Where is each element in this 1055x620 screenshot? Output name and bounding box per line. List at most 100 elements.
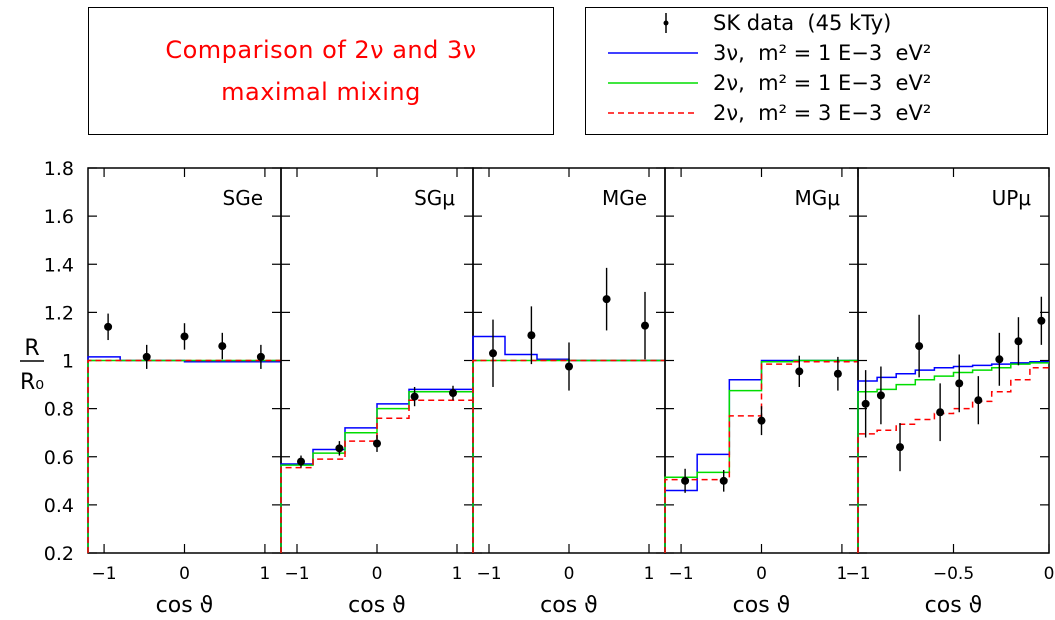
ylabel-denominator: R₀ xyxy=(20,370,44,395)
x-axis-label: cos ϑ xyxy=(348,593,406,618)
legend-marker-data xyxy=(663,13,669,33)
legend-label-3nu: 3ν, m² = 1 E−3 eV² xyxy=(713,41,932,65)
data-point xyxy=(602,295,611,304)
x-tick-label: −1 xyxy=(669,564,694,584)
x-tick-label: −1 xyxy=(476,564,501,584)
legend-label-data: SK data (45 kTy) xyxy=(713,11,892,35)
series-line-0 xyxy=(857,360,1049,553)
x-tick-label: 1 xyxy=(644,564,655,584)
axes-layer: −1 0 1 0.2 0.4 0.6 0.8 1 1.2 1.4 1.6 1.8 SGe cos ϑ −1 0… xyxy=(44,158,1055,618)
title-box: Comparison of 2ν and 3ν maximal mixing xyxy=(88,7,554,135)
x-tick-label: 0 xyxy=(179,564,190,584)
data-point xyxy=(527,331,536,340)
y-tick-label: 0.8 xyxy=(44,399,74,421)
data-point xyxy=(1014,337,1023,346)
panel-frame xyxy=(857,167,1050,554)
x-axis-label: cos ϑ xyxy=(156,593,214,618)
data-point xyxy=(757,416,766,425)
data-point xyxy=(995,355,1004,364)
legend-item-data: SK data (45 kTy) xyxy=(586,10,1047,36)
y-tick-label: 1 xyxy=(62,351,74,373)
series-line-1 xyxy=(857,362,1049,553)
data-point xyxy=(449,388,457,397)
data-point xyxy=(936,408,945,417)
y-tick-label: 1.6 xyxy=(44,206,74,228)
x-tick-label: −1 xyxy=(92,564,117,584)
data-point xyxy=(641,321,649,330)
y-tick-label: 1.4 xyxy=(44,254,74,276)
data-point xyxy=(681,476,690,485)
y-tick-label: 0.4 xyxy=(44,495,74,517)
title-line-1: Comparison of 2ν and 3ν xyxy=(165,36,477,64)
panel-label: SGe xyxy=(223,186,264,210)
legend-item-2nu-3e3: 2ν, m² = 3 E−3 eV² xyxy=(586,100,1047,126)
data-point xyxy=(896,443,905,452)
panel-3: −1 0 1 MGμ cos ϑ xyxy=(664,167,859,618)
data-point xyxy=(833,369,842,378)
data-point xyxy=(335,444,344,453)
legend-swatch-3nu xyxy=(608,52,698,54)
data-point xyxy=(180,332,189,341)
series-line-1 xyxy=(280,391,473,553)
legend-label-2nu-1e3: 2ν, m² = 1 E−3 eV² xyxy=(713,71,932,95)
legend-swatch-2nu-3e3 xyxy=(608,112,698,114)
ylabel-numerator: R xyxy=(24,336,39,361)
y-tick-label: 1.2 xyxy=(44,302,74,324)
data-point xyxy=(410,392,419,401)
data-point xyxy=(795,367,804,376)
data-point xyxy=(142,352,151,361)
data-point xyxy=(955,379,964,388)
data-point xyxy=(861,399,870,408)
data-point xyxy=(915,342,924,351)
x-tick-label: 0 xyxy=(1044,564,1055,584)
x-tick-label: 0 xyxy=(756,564,767,584)
series-line-2 xyxy=(280,399,473,553)
y-tick-label: 0.6 xyxy=(44,447,74,469)
panel-1: −1 0 1 SGμ cos ϑ xyxy=(280,167,474,618)
x-tick-label: −1 xyxy=(845,564,870,584)
panel-0: −1 0 1 0.2 0.4 0.6 0.8 1 1.2 1.4 1.6 1.8 SGe cos ϑ xyxy=(44,158,282,618)
data-point xyxy=(489,349,497,358)
legend-swatch-2nu-1e3 xyxy=(608,82,698,84)
title-line-2: maximal mixing xyxy=(221,78,421,106)
series-line-0 xyxy=(87,356,281,553)
series-line-2 xyxy=(87,359,281,553)
x-axis-label: cos ϑ xyxy=(925,593,983,618)
x-tick-label: 0 xyxy=(564,564,575,584)
data-point xyxy=(974,396,983,405)
panel-frame xyxy=(280,167,474,554)
data-point xyxy=(297,457,305,466)
x-axis-label: cos ϑ xyxy=(733,593,791,618)
panel-label: UPμ xyxy=(992,186,1032,210)
legend-box: SK data (45 kTy) 3ν, m² = 1 E−3 eV² 2ν, … xyxy=(585,7,1048,135)
series-line-2 xyxy=(472,359,665,553)
x-tick-label: −0.5 xyxy=(933,564,974,584)
legend-label-2nu-3e3: 2ν, m² = 3 E−3 eV² xyxy=(713,101,932,125)
panel-label: MGe xyxy=(602,186,647,210)
data-point xyxy=(876,391,885,400)
data-point xyxy=(1037,316,1046,325)
data-point xyxy=(104,322,113,331)
x-tick-label: −1 xyxy=(284,564,309,584)
panel-label: SGμ xyxy=(414,186,455,210)
x-tick-label: 1 xyxy=(837,564,848,584)
data-point xyxy=(565,362,573,371)
y-tick-label: 0.2 xyxy=(44,543,74,565)
data-point xyxy=(719,476,728,485)
x-tick-label: 1 xyxy=(452,564,463,584)
panel-label: MGμ xyxy=(795,186,841,210)
series-line-2 xyxy=(857,366,1049,553)
data-point xyxy=(256,352,265,361)
x-tick-label: 0 xyxy=(372,564,383,584)
panel-4: −1 −0.5 0 UPμ cos ϑ xyxy=(845,167,1055,618)
data-point xyxy=(218,342,227,351)
legend-item-3nu: 3ν, m² = 1 E−3 eV² xyxy=(586,40,1047,66)
y-tick-label: 1.8 xyxy=(44,158,74,180)
series-line-1 xyxy=(87,359,281,553)
data-point xyxy=(373,439,381,448)
x-tick-label: 1 xyxy=(260,564,271,584)
x-axis-label: cos ϑ xyxy=(540,593,598,618)
legend-item-2nu-1e3: 2ν, m² = 1 E−3 eV² xyxy=(586,70,1047,96)
panel-2: −1 0 1 MGe cos ϑ xyxy=(472,167,666,618)
